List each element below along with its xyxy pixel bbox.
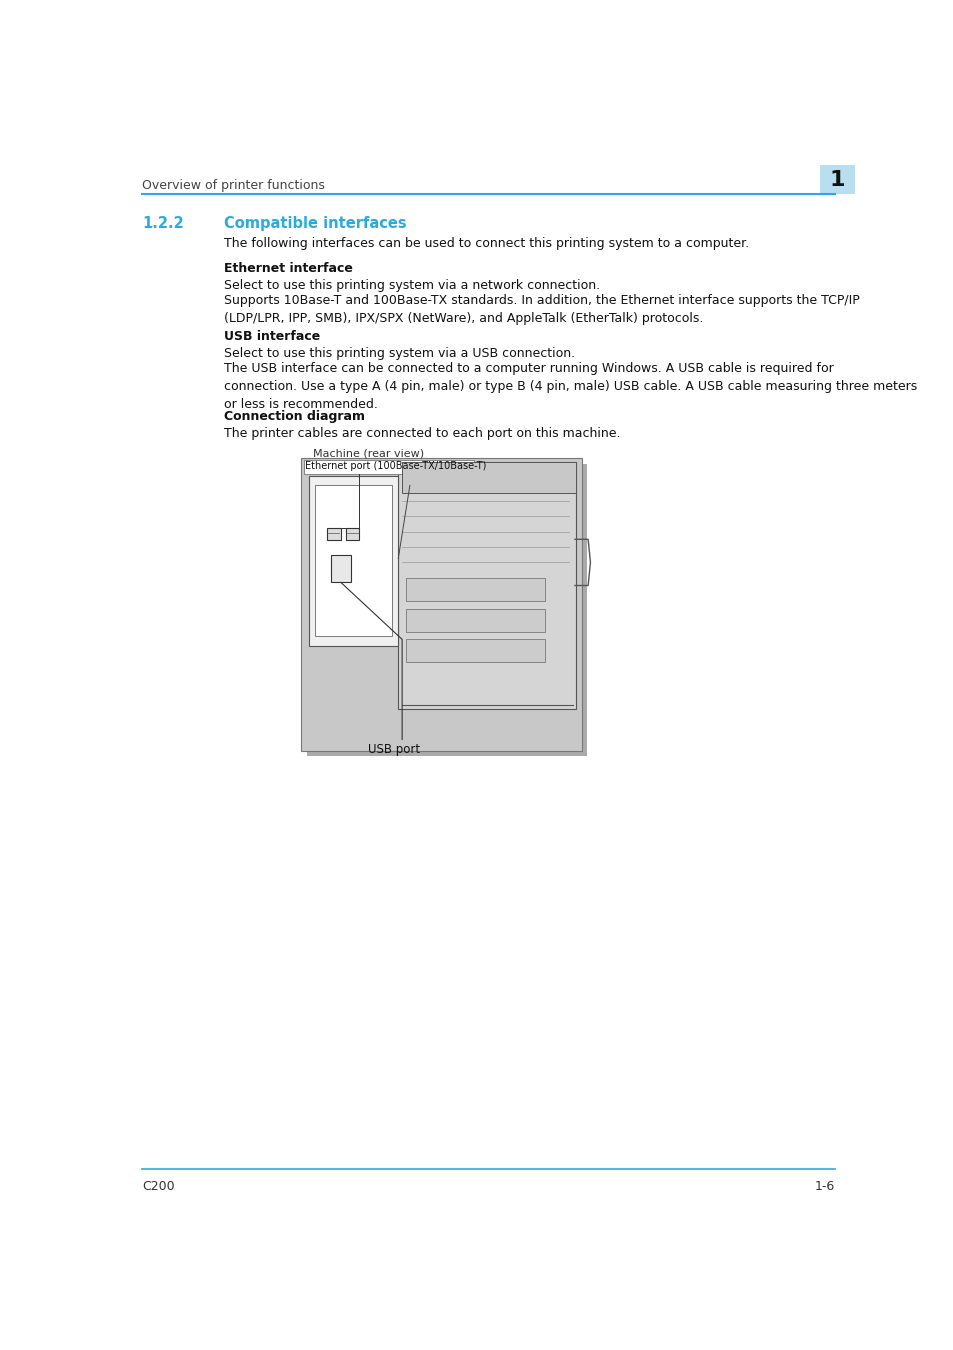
Bar xyxy=(406,609,545,632)
Bar xyxy=(314,486,392,636)
Bar xyxy=(406,578,545,601)
Bar xyxy=(331,555,351,582)
Text: Machine (rear view): Machine (rear view) xyxy=(313,448,424,459)
Text: C200: C200 xyxy=(142,1180,175,1193)
Text: 1.2.2: 1.2.2 xyxy=(142,216,184,231)
Bar xyxy=(307,464,587,756)
Bar xyxy=(309,477,397,645)
Bar xyxy=(345,528,359,540)
Text: USB interface: USB interface xyxy=(224,329,320,343)
Text: Compatible interfaces: Compatible interfaces xyxy=(224,216,406,231)
Bar xyxy=(327,528,340,540)
Text: Connection diagram: Connection diagram xyxy=(224,410,364,423)
Bar xyxy=(303,460,474,474)
Text: 1: 1 xyxy=(829,170,844,190)
Bar xyxy=(397,462,576,709)
Text: The printer cables are connected to each port on this machine.: The printer cables are connected to each… xyxy=(224,427,619,440)
Text: Select to use this printing system via a network connection.: Select to use this printing system via a… xyxy=(224,279,599,292)
Text: USB port: USB port xyxy=(368,744,420,756)
Bar xyxy=(406,640,545,663)
Text: Ethernet port (100Base-TX/10Base-T): Ethernet port (100Base-TX/10Base-T) xyxy=(305,460,486,471)
Text: Select to use this printing system via a USB connection.: Select to use this printing system via a… xyxy=(224,347,575,360)
Bar xyxy=(301,459,581,751)
Text: Overview of printer functions: Overview of printer functions xyxy=(142,178,325,192)
Text: The following interfaces can be used to connect this printing system to a comput: The following interfaces can be used to … xyxy=(224,238,748,251)
Text: The USB interface can be connected to a computer running Windows. A USB cable is: The USB interface can be connected to a … xyxy=(224,362,916,412)
Bar xyxy=(819,165,855,194)
Text: Ethernet interface: Ethernet interface xyxy=(224,262,353,275)
Text: 1-6: 1-6 xyxy=(814,1180,835,1193)
Text: Supports 10Base-T and 100Base-TX standards. In addition, the Ethernet interface : Supports 10Base-T and 100Base-TX standar… xyxy=(224,294,859,325)
Polygon shape xyxy=(402,462,576,493)
